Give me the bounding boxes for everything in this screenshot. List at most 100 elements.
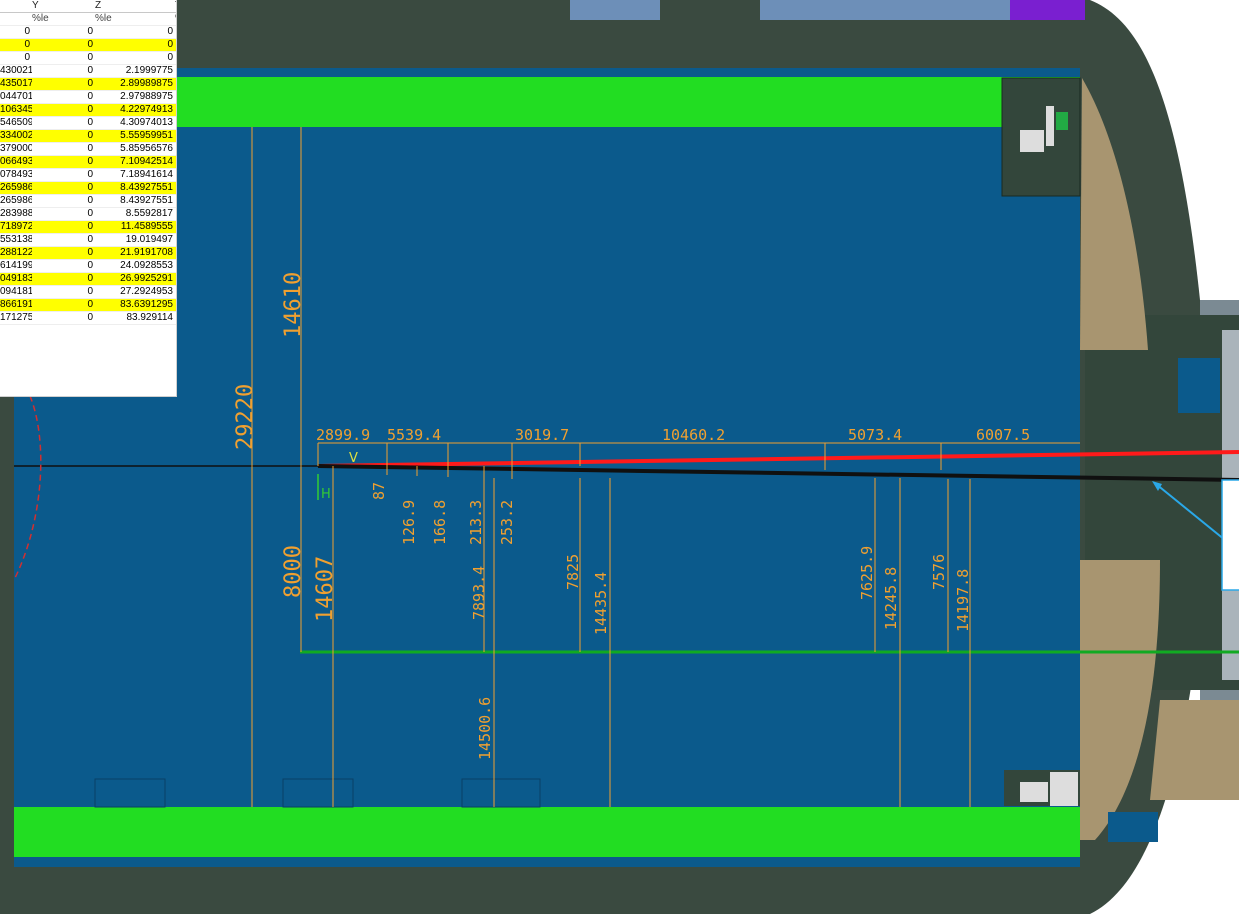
cell-z[interactable]: 21.9191708 [95,246,175,260]
column-header[interactable]: Z [95,0,175,13]
cell-value[interactable]: 0447017 [0,90,32,104]
cell-y[interactable]: 0 [32,311,95,325]
cell-empty[interactable] [175,142,176,156]
cell-empty[interactable] [175,116,176,130]
cell-empty[interactable] [175,194,176,208]
cell-z[interactable]: 83.929114 [95,311,175,325]
cell-empty[interactable] [175,168,176,182]
cell-empty[interactable] [175,298,176,312]
cell-y[interactable]: 0 [32,272,95,286]
cell-empty[interactable] [175,155,176,169]
cell-z[interactable]: 2.1999775 [95,64,175,78]
cell-z[interactable]: 0 [95,25,175,39]
cell-y[interactable]: 0 [32,129,95,143]
cell-value[interactable]: 866191 [0,298,32,312]
cell-value[interactable]: 4300214 [0,64,32,78]
cell-y[interactable]: 0 [32,51,95,65]
cell-empty[interactable] [175,51,176,65]
cell-z[interactable]: 4.30974013 [95,116,175,130]
cell-value[interactable]: 0941814 [0,285,32,299]
cell-y[interactable]: 0 [32,168,95,182]
cell-z[interactable]: 11.4589555 [95,220,175,234]
cell-value[interactable]: 4350174 [0,77,32,91]
column-header[interactable] [0,0,32,13]
column-header[interactable]: T [175,0,176,13]
cell-value[interactable]: 5465095 [0,116,32,130]
cell-y[interactable]: 0 [32,64,95,78]
cell-z[interactable]: 19.019497 [95,233,175,247]
cell-value[interactable]: 2839886 [0,207,32,221]
cell-y[interactable]: 0 [32,233,95,247]
cell-value[interactable]: 171275 [0,311,32,325]
cell-empty[interactable] [175,207,176,221]
cell-value[interactable]: 2659863 [0,181,32,195]
cell-value[interactable]: 0 [0,25,32,39]
cell-z[interactable]: 2.97988975 [95,90,175,104]
cell-value[interactable]: 0 [0,51,32,65]
cell-empty[interactable] [175,233,176,247]
cell-empty[interactable] [175,77,176,91]
cell-value[interactable]: 0664938 [0,155,32,169]
cell-y[interactable]: 0 [32,77,95,91]
cell-value[interactable]: 3340025 [0,129,32,143]
cell-z[interactable]: 0 [95,51,175,65]
cell-value[interactable]: 0 [0,38,32,52]
cell-empty[interactable] [175,129,176,143]
cell-y[interactable]: 0 [32,246,95,260]
cell-y[interactable]: 0 [32,298,95,312]
cell-z[interactable]: 7.18941614 [95,168,175,182]
cell-value[interactable]: 7189722 [0,220,32,234]
unit-cell[interactable]: %le [95,12,175,26]
cell-empty[interactable] [175,181,176,195]
cell-empty[interactable] [175,90,176,104]
cell-value[interactable]: 6141994 [0,259,32,273]
cell-y[interactable]: 0 [32,207,95,221]
cell-z[interactable]: 4.22974913 [95,103,175,117]
cell-y[interactable]: 0 [32,220,95,234]
cell-empty[interactable] [175,103,176,117]
cell-z[interactable]: 24.0928553 [95,259,175,273]
cell-z[interactable]: 2.89989875 [95,77,175,91]
column-header[interactable]: Y [32,0,95,13]
cell-y[interactable]: 0 [32,259,95,273]
cell-y[interactable]: 0 [32,181,95,195]
cell-z[interactable]: 8.43927551 [95,194,175,208]
cell-value[interactable]: 5531385 [0,233,32,247]
cell-empty[interactable] [175,311,176,325]
cell-empty[interactable] [175,38,176,52]
unit-cell[interactable]: % [175,12,176,26]
cell-empty[interactable] [175,25,176,39]
cell-z[interactable]: 8.5592817 [95,207,175,221]
unit-cell[interactable]: %le [32,12,95,26]
cell-z[interactable]: 7.10942514 [95,155,175,169]
cell-y[interactable]: 0 [32,285,95,299]
cell-empty[interactable] [175,259,176,273]
cell-z[interactable]: 83.6391295 [95,298,175,312]
cell-y[interactable]: 0 [32,116,95,130]
cell-y[interactable]: 0 [32,90,95,104]
cell-z[interactable]: 0 [95,38,175,52]
cell-value[interactable]: 2659863 [0,194,32,208]
cell-y[interactable]: 0 [32,155,95,169]
cell-empty[interactable] [175,272,176,286]
cell-empty[interactable] [175,285,176,299]
cell-value[interactable]: 0491831 [0,272,32,286]
cell-z[interactable]: 8.43927551 [95,181,175,195]
cell-value[interactable]: 1063451 [0,103,32,117]
cell-y[interactable]: 0 [32,103,95,117]
cell-empty[interactable] [175,220,176,234]
unit-cell[interactable] [0,12,32,26]
cell-empty[interactable] [175,64,176,78]
cell-value[interactable]: 3790008 [0,142,32,156]
cell-z[interactable]: 5.55959951 [95,129,175,143]
cell-y[interactable]: 0 [32,194,95,208]
cell-z[interactable]: 27.2924953 [95,285,175,299]
cell-y[interactable]: 0 [32,142,95,156]
cell-y[interactable]: 0 [32,25,95,39]
cell-value[interactable]: 2881222 [0,246,32,260]
cell-y[interactable]: 0 [32,38,95,52]
cell-z[interactable]: 5.85956576 [95,142,175,156]
cell-empty[interactable] [175,246,176,260]
cell-value[interactable]: 0784933 [0,168,32,182]
cell-z[interactable]: 26.9925291 [95,272,175,286]
